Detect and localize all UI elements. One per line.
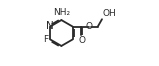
- Text: O: O: [78, 36, 85, 45]
- Text: N: N: [46, 21, 54, 31]
- Text: OH: OH: [103, 9, 116, 18]
- Text: F: F: [43, 35, 49, 44]
- Text: NH₂: NH₂: [53, 9, 70, 17]
- Text: O: O: [86, 22, 93, 31]
